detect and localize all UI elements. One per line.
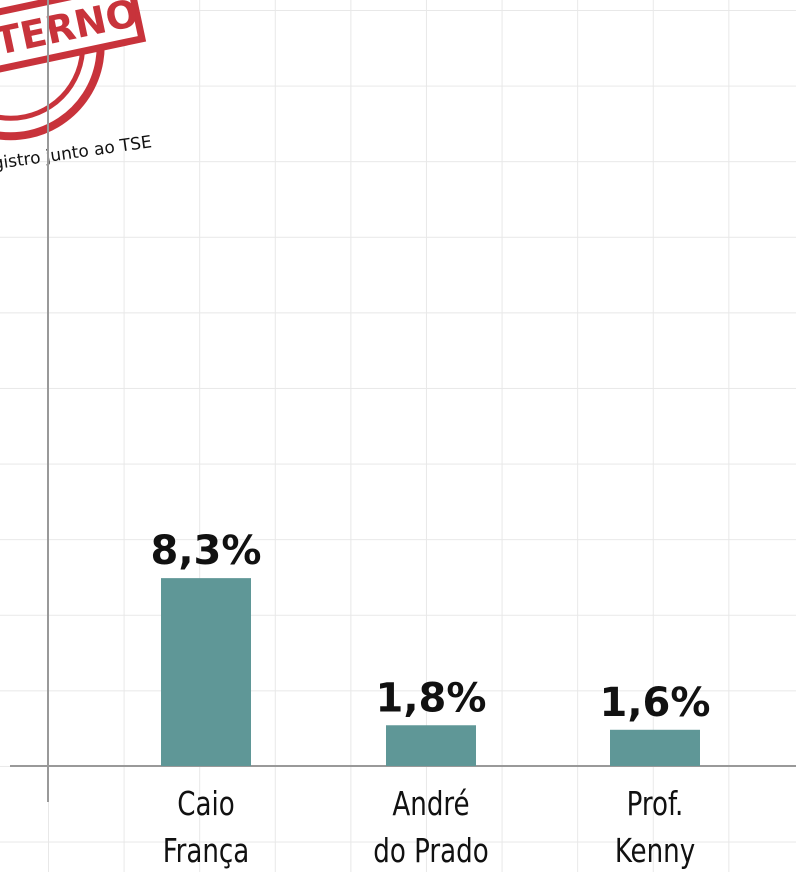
x-tick-label: Prof. Kenny [614,784,696,870]
x-tick-label: André do Prado [373,784,489,870]
x-tick-label: Caio França [162,784,250,870]
stamp: INTERNO [0,0,147,141]
value-label: 1,6% [600,680,711,726]
bar [386,725,476,766]
bar [610,729,700,766]
value-label: 8,3% [151,528,262,574]
value-label: 1,8% [376,675,487,721]
stamp-box [0,0,147,85]
bar [161,578,251,766]
